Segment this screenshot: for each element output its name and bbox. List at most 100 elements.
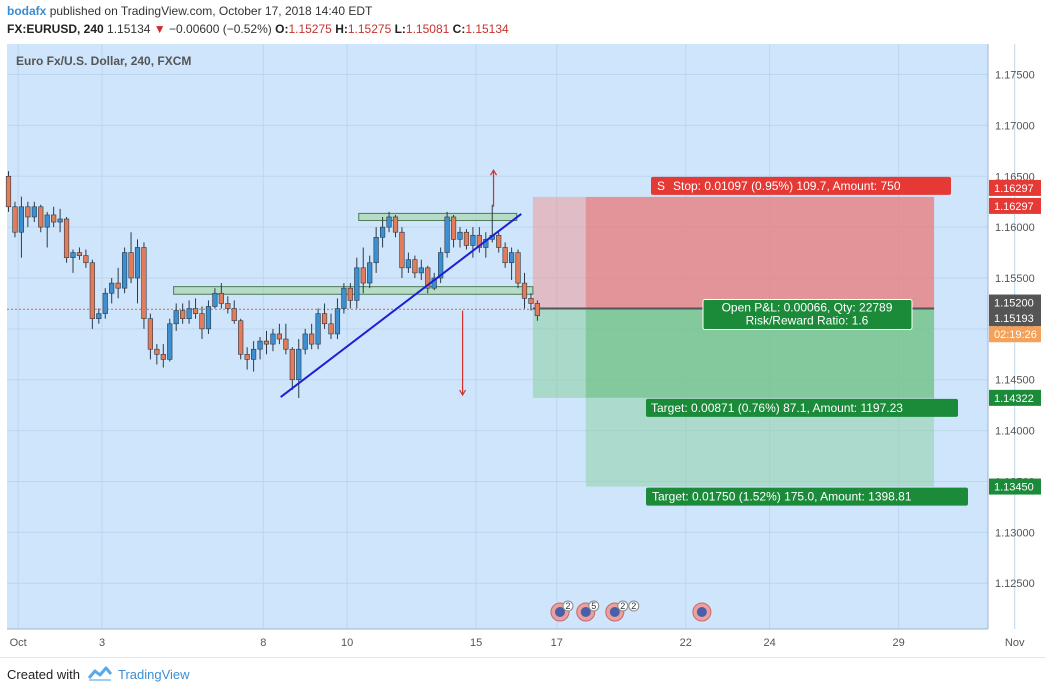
tradingview-link[interactable]: TradingView xyxy=(118,667,190,682)
target2-label-box xyxy=(646,487,968,506)
candle-body xyxy=(18,206,25,233)
time-axis[interactable]: Oct 3 8 10 15 17 22 24 29 Nov xyxy=(10,637,1025,649)
candle-body xyxy=(496,234,502,248)
candle-body xyxy=(296,348,302,381)
price-change: −0.00600 (−0.52%) xyxy=(169,22,272,36)
candle-body xyxy=(160,354,166,360)
candle-body xyxy=(57,218,63,223)
time-tick-label: Oct xyxy=(10,637,27,649)
candle-body xyxy=(521,282,528,299)
down-triangle-icon: ▼ xyxy=(153,22,166,36)
candle-body xyxy=(405,259,412,269)
price-tick-label: 1.17000 xyxy=(995,120,1035,132)
candle-body xyxy=(51,214,57,223)
time-tick-label: 15 xyxy=(470,637,482,649)
event-badge-count: 5 xyxy=(591,601,596,611)
price-tag-label: 1.15200 xyxy=(994,298,1034,310)
flag-icon xyxy=(554,607,565,617)
candle-body xyxy=(334,308,341,335)
author-link[interactable]: bodafx xyxy=(7,4,47,18)
candle-body xyxy=(231,308,237,322)
time-tick-label: 22 xyxy=(680,637,692,649)
target1-label-box xyxy=(646,398,958,417)
candle-body xyxy=(238,320,244,355)
candle-body xyxy=(31,206,37,218)
price-tick-label: 1.12500 xyxy=(995,578,1035,590)
price-tag xyxy=(989,478,1041,495)
price-tag-label: 1.14322 xyxy=(994,393,1034,405)
chart-drawings[interactable] xyxy=(280,168,522,398)
rr-label: Risk/Reward Ratio: 1.6 xyxy=(746,314,869,328)
candle-body xyxy=(515,252,521,284)
price-axis[interactable]: 1.175001.170001.165001.160001.155001.150… xyxy=(995,70,1035,591)
candle-body xyxy=(141,247,147,319)
ohlc-line: FX:EURUSD, 240 1.15134 ▼ −0.00600 (−0.52… xyxy=(7,22,509,36)
event-badge xyxy=(562,600,574,612)
candle-body xyxy=(270,333,276,345)
candle-body xyxy=(102,292,108,314)
event-badge xyxy=(588,600,600,612)
last-price: 1.15134 xyxy=(107,22,151,36)
close-label: C: xyxy=(452,22,466,36)
price-tag xyxy=(989,389,1041,406)
time-tick-label: Nov xyxy=(1005,637,1025,649)
candle-body xyxy=(386,216,392,228)
trend-line xyxy=(280,213,522,398)
stop-label-prefix: S xyxy=(657,179,665,193)
candle-body xyxy=(212,292,218,307)
candle-body xyxy=(89,262,95,319)
candle-body xyxy=(470,234,476,246)
candle-body xyxy=(463,231,470,246)
candle-body xyxy=(63,218,70,258)
event-badge-count: 2 xyxy=(565,601,570,611)
candle-body xyxy=(302,333,308,350)
candle-body xyxy=(128,252,134,279)
low-label: L: xyxy=(394,22,406,36)
candle-body xyxy=(186,308,192,319)
time-tick-label: 10 xyxy=(341,637,353,649)
price-tag xyxy=(989,326,1041,343)
candle-body xyxy=(115,282,121,289)
candle-body xyxy=(205,306,212,330)
price-tag xyxy=(989,197,1041,214)
candle-body xyxy=(399,231,405,269)
candle-body xyxy=(134,247,141,279)
stop-label: Stop: 0.01097 (0.95%) 109.7, Amount: 750 xyxy=(673,179,901,193)
high-label: H: xyxy=(335,22,348,36)
candle-body xyxy=(244,354,250,360)
chart-grid xyxy=(7,44,1016,629)
candle-body xyxy=(263,340,270,345)
footer: Created with TradingView xyxy=(0,657,1046,692)
tradingview-logo-icon[interactable] xyxy=(88,666,112,682)
stop-zone-active xyxy=(585,196,935,309)
candle-body xyxy=(147,318,154,350)
stop-label-box xyxy=(651,176,951,195)
candle-body xyxy=(257,340,263,350)
flag-icon xyxy=(580,607,591,617)
candle-body xyxy=(199,313,205,330)
candle-body xyxy=(341,287,347,309)
event-badge-count: 2 xyxy=(631,601,636,611)
flag-icon xyxy=(696,607,707,617)
publish-info: published on TradingView.com, October 17… xyxy=(49,4,373,18)
price-tick-label: 1.14000 xyxy=(995,426,1035,438)
close-value: 1.15134 xyxy=(465,22,509,36)
price-tick-label: 1.14500 xyxy=(995,375,1035,387)
candle-body xyxy=(83,255,89,264)
chart-header: bodafx published on TradingView.com, Oct… xyxy=(0,0,1046,44)
candle-body xyxy=(225,303,231,309)
candle-body xyxy=(251,348,257,360)
candle-body xyxy=(328,323,334,335)
price-tag xyxy=(989,179,1041,196)
pnl-label-box xyxy=(702,299,913,331)
candle-body xyxy=(508,252,515,264)
candle-body xyxy=(412,259,418,274)
candle-body xyxy=(76,252,83,256)
candle-body xyxy=(283,338,289,350)
time-tick-label: 29 xyxy=(892,637,904,649)
candle-body xyxy=(476,234,482,248)
price-tick-label: 1.15500 xyxy=(995,273,1035,285)
candle-body xyxy=(450,216,457,240)
